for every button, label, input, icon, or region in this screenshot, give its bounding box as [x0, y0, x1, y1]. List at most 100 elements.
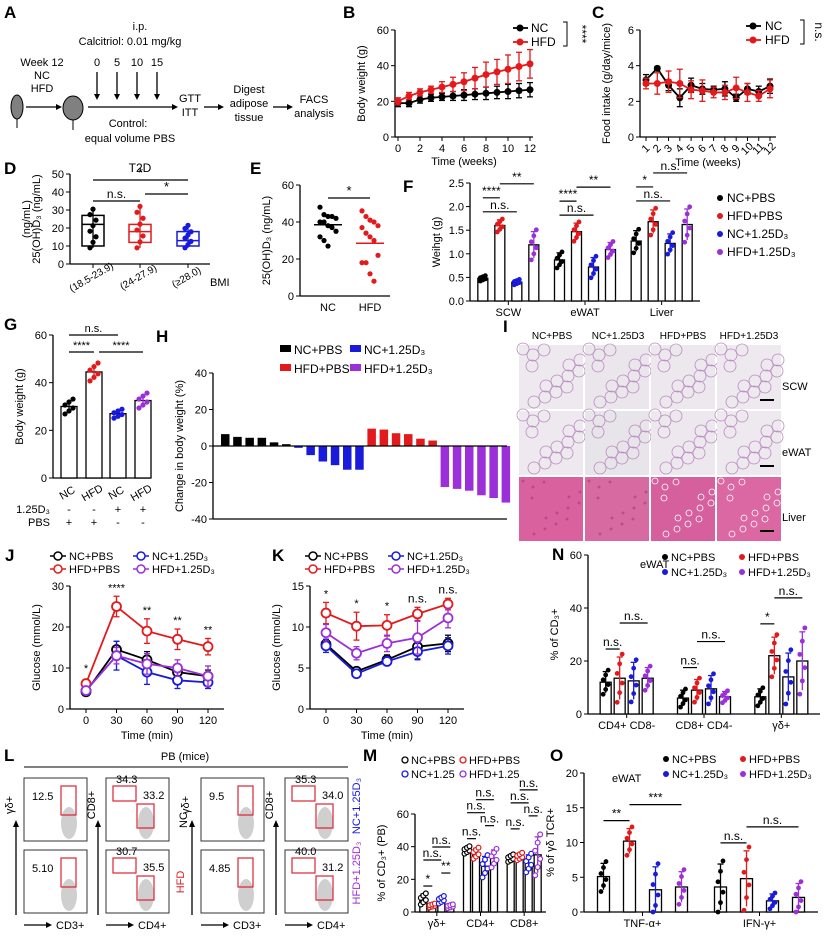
legend-swatch [350, 364, 361, 371]
data-point [375, 252, 381, 258]
data-point [679, 874, 684, 879]
data-point [766, 85, 774, 93]
bar-hfd125d3 [501, 446, 511, 503]
bar-hfdpbs [404, 434, 413, 446]
data-point [799, 678, 805, 684]
data-point [683, 697, 688, 703]
cell-outline [671, 379, 685, 393]
data-point [172, 674, 183, 686]
start-week: Week 12 [20, 57, 63, 69]
data-point [755, 692, 761, 698]
cell-outline [696, 504, 704, 512]
data-point [466, 843, 473, 850]
legend-marker [516, 24, 524, 32]
chart-f-ytick-label: 1.5 [449, 225, 464, 237]
treatment-sign: + [66, 517, 72, 529]
data-point [144, 390, 150, 396]
cell-outline [626, 446, 640, 460]
panel-a-diagram: A i.p. Calcitriol: 0.01 mg/kg 0 5 10 15 … [4, 3, 334, 145]
data-point [528, 850, 535, 857]
significance-label: ** [173, 615, 182, 627]
xtick-label: 12 [761, 140, 778, 157]
data-point [371, 219, 377, 225]
data-point [796, 885, 801, 891]
cell-outline [692, 380, 706, 394]
data-point [537, 831, 544, 838]
data-point [526, 86, 534, 94]
data-point [329, 213, 335, 220]
chart-b-ytick-label: 0 [383, 132, 389, 144]
data-point [449, 92, 457, 100]
data-point [600, 677, 606, 683]
data-point [381, 638, 393, 649]
panel-label-e: E [250, 159, 261, 178]
data-point [648, 216, 654, 222]
cell-outline [627, 435, 641, 449]
data-point [629, 824, 635, 830]
flow-plot [200, 849, 265, 914]
chart-d-ylabel: 25(OH)D₃ (ng/mL) [31, 174, 43, 263]
chart-k: K 0 5 10 15 Glucose (mmol/L) 0 30 60 90 120 Time (m… [271, 546, 470, 742]
cell-outline [628, 358, 642, 372]
side-label-hfd-d3: HFD+1.25D₃ [351, 842, 363, 905]
data-point [371, 237, 377, 244]
legend-marker [308, 551, 318, 561]
data-point [537, 855, 544, 862]
data-point [793, 891, 799, 897]
chart-g-ylabel: Body weight (g) [14, 368, 26, 444]
data-point [610, 239, 616, 244]
data-point [119, 406, 125, 412]
data-point [134, 227, 140, 233]
data-point [90, 223, 96, 229]
data-point [440, 893, 447, 900]
data-point [70, 396, 76, 402]
chart-j-ytick-label: 10 [52, 663, 64, 675]
chart-k-ylabel: Glucose (mmol/L) [271, 604, 283, 691]
cell-outline [596, 496, 600, 500]
chart-m-ytick-label: 0 [403, 907, 409, 919]
cell-outline [651, 477, 659, 485]
cell-outline [714, 342, 728, 356]
flow-x-label: CD4+ [317, 920, 345, 932]
chart-n-ytick-label: 40 [570, 603, 582, 615]
data-point [631, 691, 637, 696]
data-point [683, 686, 688, 692]
data-point [684, 232, 690, 238]
data-point [617, 690, 623, 696]
data-point [438, 83, 446, 91]
data-point [504, 65, 512, 73]
chart-m-ylabel: % of CD₃+ (PB) [376, 825, 388, 902]
cell-outline [737, 379, 751, 393]
data-point [757, 688, 763, 694]
histo-col-1: NC+1.25D3 [592, 331, 645, 342]
data-point [697, 675, 702, 681]
data-point [769, 649, 775, 654]
data-point [802, 625, 808, 631]
significance-label: n.s. [779, 584, 798, 598]
cell-outline [603, 343, 617, 357]
xtick-label: 60 [141, 715, 153, 727]
box [81, 214, 105, 247]
data-point [710, 88, 718, 96]
data-point [321, 219, 327, 225]
cell-outline [658, 414, 672, 428]
cell-outline [761, 515, 769, 523]
data-point [95, 371, 101, 377]
data-point [732, 84, 740, 92]
significance-label: * [425, 872, 430, 886]
cell-outline [593, 395, 607, 409]
panel-i-histology: I NC+PBS NC+1.25D3 HFD+PBS HFD+1.25D3 SC… [503, 317, 812, 541]
data-point [449, 901, 456, 908]
legend-swatch [280, 364, 291, 371]
significance-label: ** [204, 624, 213, 636]
data-point [93, 217, 99, 223]
data-point [670, 243, 676, 248]
cell-outline [658, 348, 672, 362]
histology-image [585, 477, 649, 541]
bar-nc125d3 [355, 446, 364, 470]
panel-label-m: M [363, 746, 377, 765]
legend-label: NC+PBS [324, 551, 368, 563]
cell-outline [562, 424, 576, 438]
cell-outline [748, 440, 762, 454]
